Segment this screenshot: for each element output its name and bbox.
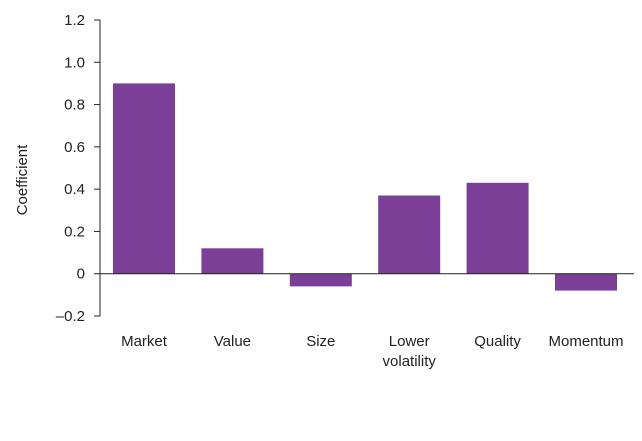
bar-quality xyxy=(466,182,529,274)
y-tick-label: 0.8 xyxy=(64,97,85,114)
bars-group xyxy=(113,83,617,291)
bar-size xyxy=(289,273,352,287)
x-label-momentum: Momentum xyxy=(548,333,623,350)
axes-group xyxy=(99,20,634,316)
x-label-market: Market xyxy=(121,333,168,350)
x-label-lower-volatility: Lower volatility xyxy=(383,333,437,370)
bar-lower-volatility xyxy=(378,195,441,274)
x-label-quality: Quality xyxy=(474,333,521,350)
y-tick-label: 0.6 xyxy=(64,139,85,156)
bar-market xyxy=(113,83,175,274)
x-label-value: Value xyxy=(214,333,251,350)
y-tick-label: –0.2 xyxy=(56,308,85,325)
y-tick-label: 1.2 xyxy=(64,12,85,29)
x-label-size: Size xyxy=(306,333,335,350)
y-axis-title: Coefficient xyxy=(14,144,31,215)
y-tick-label: 0.4 xyxy=(64,181,85,198)
y-ticks-group: –0.2 0 0.2 0.4 0.6 0.8 1.0 1.2 xyxy=(56,12,100,325)
y-tick-label: 0.2 xyxy=(64,223,85,240)
bar-momentum xyxy=(555,273,617,291)
y-tick-label: 0 xyxy=(77,266,85,283)
x-labels-group: Market Value Size Lower volatility Quality Mom… xyxy=(121,333,623,370)
y-tick-label: 1.0 xyxy=(64,54,85,71)
bar-value xyxy=(201,248,264,274)
